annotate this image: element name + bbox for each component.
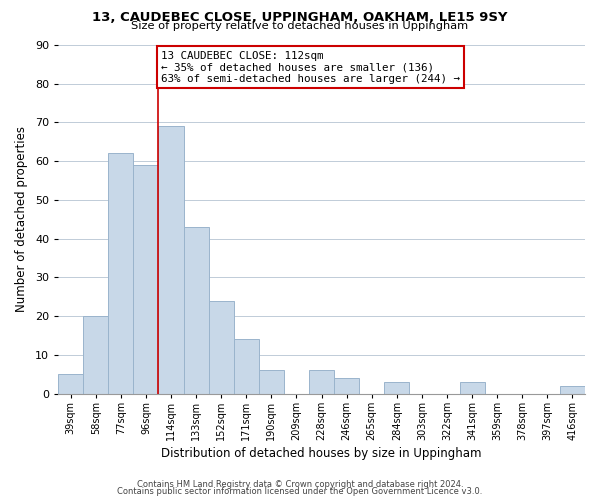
Y-axis label: Number of detached properties: Number of detached properties [15, 126, 28, 312]
Bar [460, 382, 485, 394]
Bar [108, 154, 133, 394]
Text: Contains public sector information licensed under the Open Government Licence v3: Contains public sector information licen… [118, 487, 482, 496]
Text: Contains HM Land Registry data © Crown copyright and database right 2024.: Contains HM Land Registry data © Crown c… [137, 480, 463, 489]
Bar [133, 165, 158, 394]
Bar [158, 126, 184, 394]
Text: Size of property relative to detached houses in Uppingham: Size of property relative to detached ho… [131, 21, 469, 31]
Bar [384, 382, 409, 394]
Bar [259, 370, 284, 394]
Bar [83, 316, 108, 394]
Bar [234, 340, 259, 394]
Bar [58, 374, 83, 394]
Bar [560, 386, 585, 394]
Text: 13 CAUDEBEC CLOSE: 112sqm
← 35% of detached houses are smaller (136)
63% of semi: 13 CAUDEBEC CLOSE: 112sqm ← 35% of detac… [161, 51, 460, 84]
Bar [309, 370, 334, 394]
Bar [334, 378, 359, 394]
Bar [184, 227, 209, 394]
X-axis label: Distribution of detached houses by size in Uppingham: Distribution of detached houses by size … [161, 447, 482, 460]
Bar [209, 300, 234, 394]
Text: 13, CAUDEBEC CLOSE, UPPINGHAM, OAKHAM, LE15 9SY: 13, CAUDEBEC CLOSE, UPPINGHAM, OAKHAM, L… [92, 11, 508, 24]
